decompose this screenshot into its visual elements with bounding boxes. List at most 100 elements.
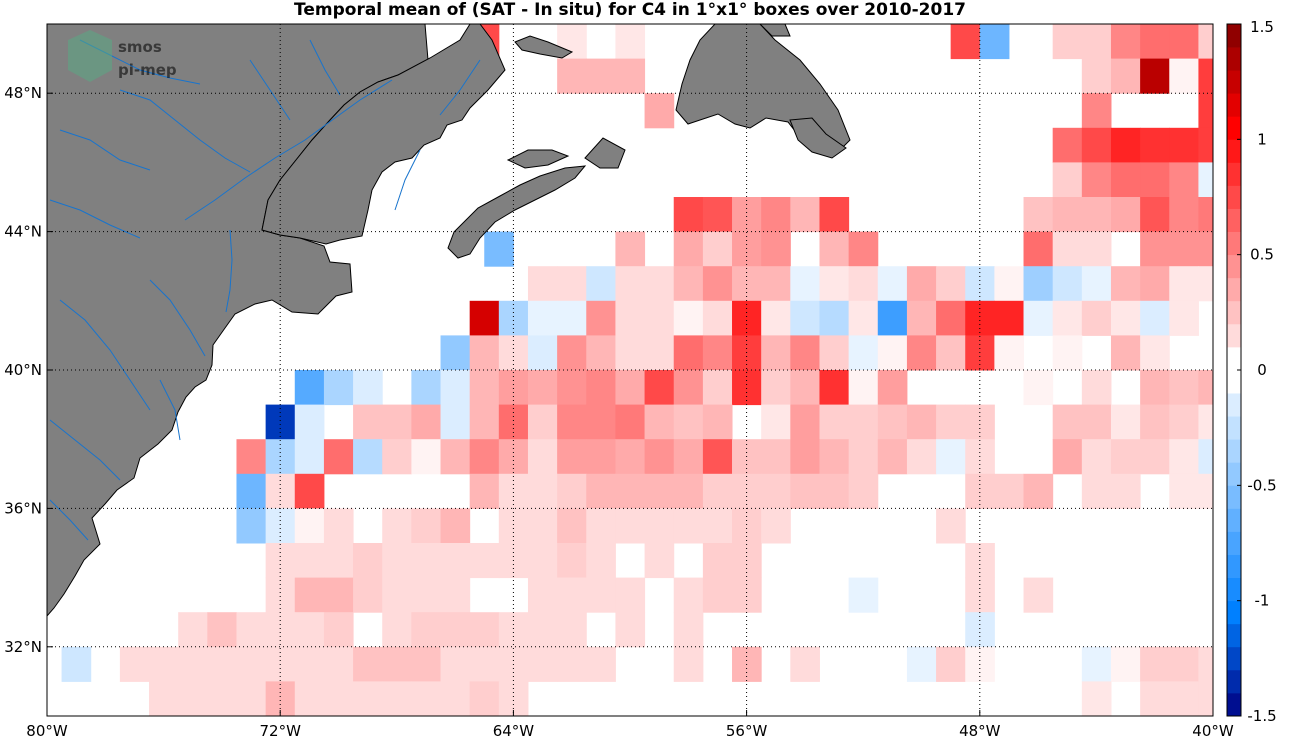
data-cell: [265, 577, 296, 613]
data-cell: [382, 681, 412, 716]
y-tick-label: 44°N: [4, 223, 42, 241]
data-cell: [1023, 473, 1054, 509]
data-cell: [498, 473, 529, 509]
colorbar-swatch: [1227, 24, 1241, 48]
y-tick-label: 48°N: [4, 84, 42, 102]
data-cell: [848, 370, 879, 406]
data-cell: [294, 681, 325, 716]
data-cell: [790, 404, 820, 440]
data-cell: [644, 335, 675, 371]
data-cell: [1169, 162, 1199, 198]
data-cell: [819, 473, 850, 509]
colorbar-tick-label: -0.5: [1247, 476, 1276, 494]
data-cell: [586, 404, 616, 440]
x-tick-label: 80°W: [26, 722, 68, 738]
data-cell: [1081, 439, 1112, 475]
land-maritimes: [261, 24, 506, 245]
data-cell: [498, 612, 529, 648]
data-cell: [469, 612, 500, 648]
data-cell: [382, 543, 412, 579]
data-cell: [469, 335, 500, 371]
data-cell: [673, 508, 704, 544]
data-cell: [877, 370, 908, 406]
data-cell: [644, 300, 675, 336]
data-cell: [1257, 162, 1287, 197]
data-cell: [673, 646, 704, 682]
data-cell: [207, 612, 237, 648]
data-cell: [702, 439, 733, 475]
data-cell: [411, 646, 442, 682]
data-cell: [527, 543, 558, 579]
data-cell: [819, 300, 850, 336]
data-cell: [1257, 197, 1287, 232]
data-cell: [484, 231, 514, 267]
data-cell: [1110, 197, 1141, 233]
data-cell: [1052, 266, 1083, 302]
data-cell: [1052, 127, 1083, 163]
data-cell: [469, 300, 500, 336]
data-cell: [1110, 404, 1141, 440]
data-cell: [1257, 93, 1287, 128]
data-cell: [848, 404, 879, 440]
colorbar-tick-label: 0.5: [1250, 246, 1274, 264]
data-cell: [965, 473, 995, 509]
data-cell: [1169, 473, 1199, 509]
data-cell: [1198, 231, 1213, 267]
data-cell: [586, 266, 616, 302]
data-cell: [353, 439, 383, 475]
data-cell: [761, 266, 791, 302]
colorbar-swatch: [1227, 439, 1241, 463]
data-cell: [644, 266, 675, 302]
colorbar-swatch: [1227, 185, 1241, 209]
data-cell: [382, 612, 412, 648]
data-cell: [1257, 647, 1287, 682]
data-cell: [702, 473, 733, 509]
data-cell: [586, 300, 616, 336]
data-cell: [527, 473, 558, 509]
data-cell: [527, 508, 558, 544]
data-cell: [1081, 646, 1112, 682]
data-cell: [178, 612, 208, 648]
data-cell: [936, 300, 966, 336]
data-cell: [236, 439, 267, 475]
data-cell: [848, 439, 879, 475]
data-cell: [615, 370, 646, 406]
data-cell: [527, 335, 558, 371]
data-cell: [615, 577, 646, 613]
data-cell: [936, 266, 966, 302]
graticule: [47, 24, 1213, 716]
data-cell: [440, 439, 471, 475]
data-cell: [527, 404, 558, 440]
data-cell: [673, 231, 704, 267]
data-cell: [323, 577, 354, 613]
data-cell: [819, 370, 850, 406]
data-cell: [1198, 24, 1213, 60]
data-cell: [323, 543, 354, 579]
data-cell: [848, 300, 879, 336]
data-cell: [1198, 162, 1213, 198]
data-cell: [1169, 681, 1199, 716]
data-cell: [557, 508, 587, 544]
data-cell: [1257, 405, 1287, 440]
colorbar-swatch: [1227, 577, 1241, 602]
colorbar-swatch: [1227, 162, 1241, 186]
colorbar-swatch: [1227, 531, 1241, 555]
data-cell: [1140, 439, 1170, 475]
data-cell: [615, 473, 646, 509]
data-cell: [557, 439, 587, 475]
data-cell: [702, 231, 733, 267]
data-cell: [761, 508, 791, 544]
data-cell: [790, 300, 820, 336]
data-cell: [1081, 197, 1112, 233]
data-cell: [1110, 24, 1141, 60]
data-cell: [790, 197, 820, 233]
colorbar: [1226, 23, 1242, 717]
data-cell: [1286, 128, 1297, 163]
data-cell: [1169, 58, 1199, 94]
colorbar-ticks: 1.5 1 0.5 0 -0.5 -1 -1.5: [1237, 18, 1277, 725]
data-cell: [906, 646, 937, 682]
logo-line2: pi-mep: [118, 61, 177, 79]
data-cell: [1198, 646, 1213, 682]
data-cell: [702, 577, 733, 613]
